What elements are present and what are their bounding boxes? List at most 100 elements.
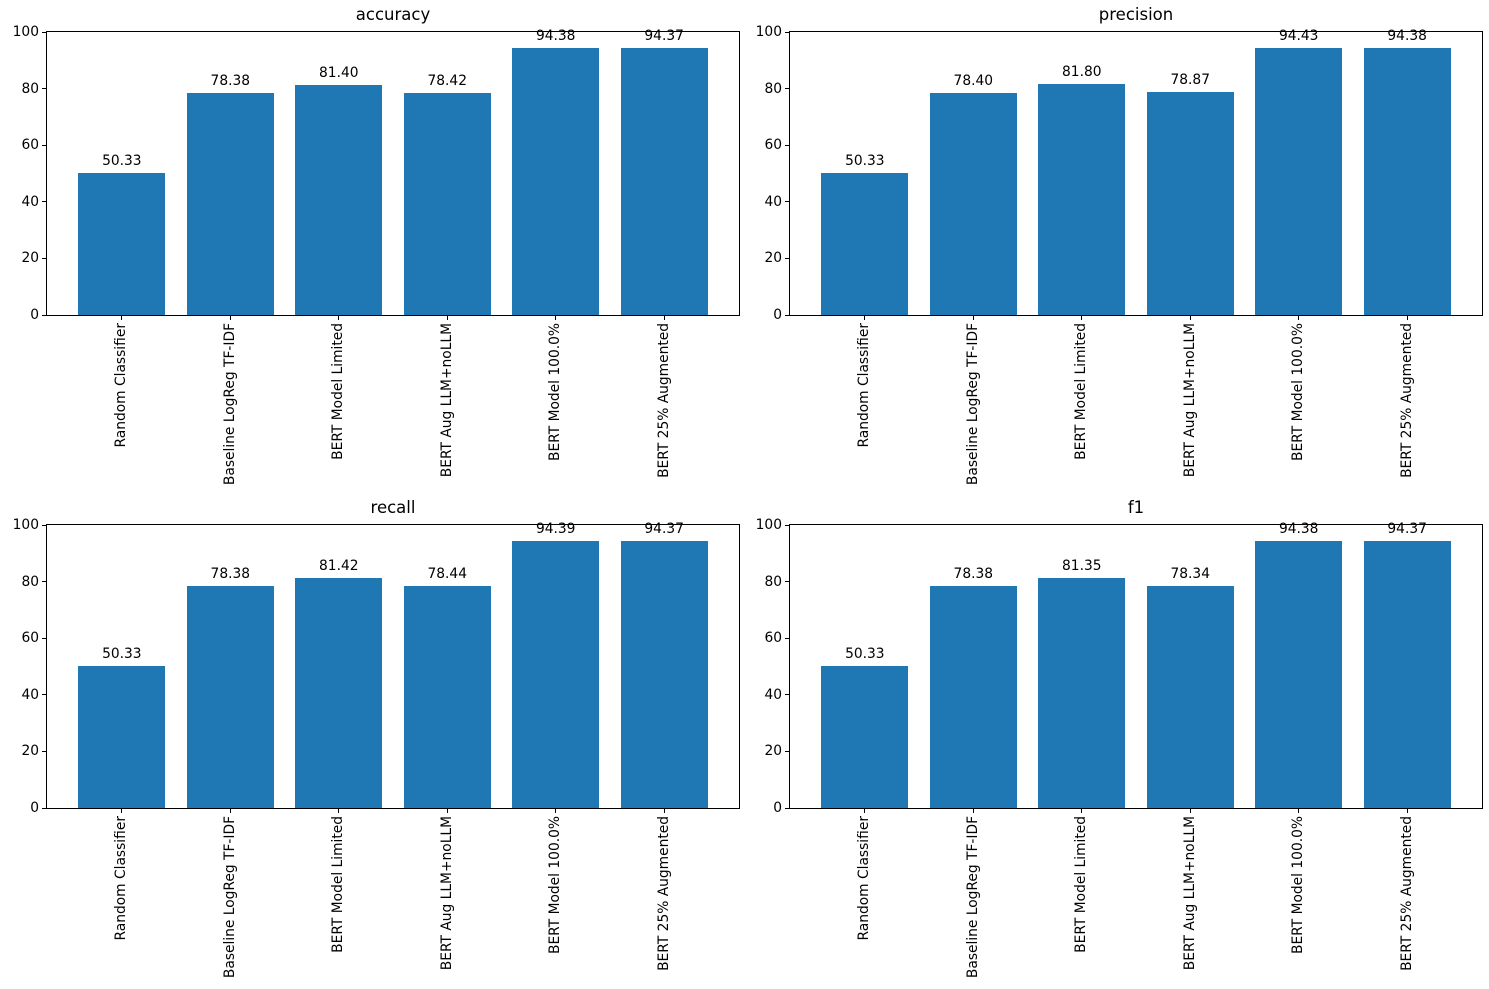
bar <box>295 577 383 808</box>
x-tick-mark <box>1081 809 1083 813</box>
y-tick-label: 60 <box>21 630 39 647</box>
bar <box>1255 540 1343 808</box>
chart-title-accuracy: accuracy <box>355 5 431 24</box>
bar-value-label: 81.40 <box>319 64 359 81</box>
x-tick-label: BERT Aug LLM+noLLM <box>438 816 455 971</box>
y-tick-label: 100 <box>12 517 39 533</box>
x-tick-mark <box>229 809 231 813</box>
x-tick-label: BERT Model Limited <box>1073 816 1090 953</box>
bar-value-label: 78.34 <box>1170 566 1210 583</box>
y-tick-mark <box>785 201 789 203</box>
y-tick-mark <box>42 581 46 583</box>
x-tick-label: BERT Model 100.0% <box>547 323 564 461</box>
x-tick-mark <box>864 809 866 813</box>
x-tick-label: BERT Aug LLM+noLLM <box>438 323 455 478</box>
bar-value-label: 78.40 <box>953 73 994 90</box>
y-tick-mark <box>785 144 789 146</box>
y-tick-mark <box>785 750 789 752</box>
x-tick-mark <box>229 316 231 320</box>
bar-value-label: 94.38 <box>1278 520 1319 537</box>
y-tick-label: 40 <box>21 686 39 703</box>
bar-value-label: 50.33 <box>845 645 885 662</box>
bar <box>821 665 909 808</box>
x-tick-label: BERT Aug LLM+noLLM <box>1181 816 1198 971</box>
bar <box>821 172 909 315</box>
chart-title-precision: precision <box>1098 5 1174 24</box>
x-tick-mark <box>121 809 123 813</box>
y-tick-label: 80 <box>764 573 782 590</box>
y-tick-mark <box>785 257 789 259</box>
y-tick-label: 40 <box>764 193 782 210</box>
y-tick-mark <box>42 257 46 259</box>
y-tick-label: 20 <box>21 250 39 267</box>
x-tick-label: BERT Model 100.0% <box>547 816 564 954</box>
subplot-f1: f1 0 20 40 60 80 100 50.33 Random Classifier 78.… <box>756 498 1483 978</box>
x-tick-mark <box>1189 316 1191 320</box>
y-tick-label: 20 <box>764 250 782 267</box>
y-tick-label: 40 <box>21 193 39 210</box>
bar-value-label: 94.37 <box>1387 520 1427 537</box>
x-tick-mark <box>1298 809 1300 813</box>
x-tick-label: Random Classifier <box>856 323 873 448</box>
x-tick-label: BERT Model Limited <box>330 323 347 460</box>
x-tick-mark <box>972 809 974 813</box>
x-tick-mark <box>555 809 557 813</box>
bar-value-label: 94.37 <box>644 520 684 537</box>
y-tick-mark <box>785 31 789 33</box>
subplot-precision: precision 0 20 40 60 80 100 50.33 Random Classi… <box>756 5 1483 485</box>
y-tick-mark <box>42 88 46 90</box>
bar <box>295 84 383 315</box>
x-tick-mark <box>1298 316 1300 320</box>
x-tick-label: BERT Aug LLM+noLLM <box>1181 323 1198 478</box>
y-tick-mark <box>785 637 789 639</box>
bar <box>186 586 274 808</box>
x-tick-label: Random Classifier <box>113 816 130 941</box>
subplot-recall: recall 0 20 40 60 80 100 50.33 Random Classifie… <box>13 498 740 978</box>
bar-value-label: 81.42 <box>319 557 359 574</box>
y-tick-mark <box>785 524 789 526</box>
bar <box>186 93 274 315</box>
y-tick-label: 0 <box>773 307 782 323</box>
x-tick-label: Random Classifier <box>113 323 130 448</box>
bar <box>620 540 708 808</box>
y-tick-mark <box>42 750 46 752</box>
y-tick-label: 0 <box>773 800 782 816</box>
bar <box>1363 47 1451 315</box>
bar <box>403 93 491 315</box>
y-tick-label: 80 <box>21 573 39 590</box>
bar <box>78 172 166 315</box>
x-tick-label: BERT Model Limited <box>330 816 347 953</box>
bar <box>403 586 491 808</box>
x-tick-mark <box>338 809 340 813</box>
x-tick-mark <box>663 316 665 320</box>
bar-value-label: 50.33 <box>845 152 885 169</box>
bar-value-label: 81.80 <box>1062 63 1102 80</box>
y-tick-label: 20 <box>764 743 782 760</box>
bar-value-label: 94.38 <box>1387 27 1427 44</box>
y-tick-label: 100 <box>755 517 782 533</box>
bar-value-label: 78.38 <box>953 566 994 583</box>
x-tick-label: BERT Model Limited <box>1073 323 1090 460</box>
chart-title-recall: recall <box>370 498 416 517</box>
bar-value-label: 50.33 <box>102 645 142 662</box>
y-tick-mark <box>42 637 46 639</box>
bar <box>1255 47 1343 315</box>
x-tick-label: Baseline LogReg TF-IDF <box>221 816 238 979</box>
y-tick-mark <box>785 314 789 316</box>
x-tick-mark <box>338 316 340 320</box>
x-tick-mark <box>1406 316 1408 320</box>
x-tick-label: Baseline LogReg TF-IDF <box>221 323 238 486</box>
x-tick-mark <box>1189 809 1191 813</box>
y-tick-label: 0 <box>30 800 39 816</box>
y-tick-mark <box>785 88 789 90</box>
subplot-accuracy: accuracy 0 20 40 60 80 100 50.33 Random Classif… <box>13 5 740 485</box>
x-tick-label: BERT 25% Augmented <box>655 816 672 971</box>
y-tick-mark <box>42 31 46 33</box>
x-tick-label: BERT 25% Augmented <box>1398 323 1415 478</box>
x-tick-label: Baseline LogReg TF-IDF <box>964 816 981 979</box>
x-tick-mark <box>121 316 123 320</box>
y-tick-label: 80 <box>21 80 39 97</box>
x-tick-mark <box>555 316 557 320</box>
bar-value-label: 94.43 <box>1278 27 1319 44</box>
